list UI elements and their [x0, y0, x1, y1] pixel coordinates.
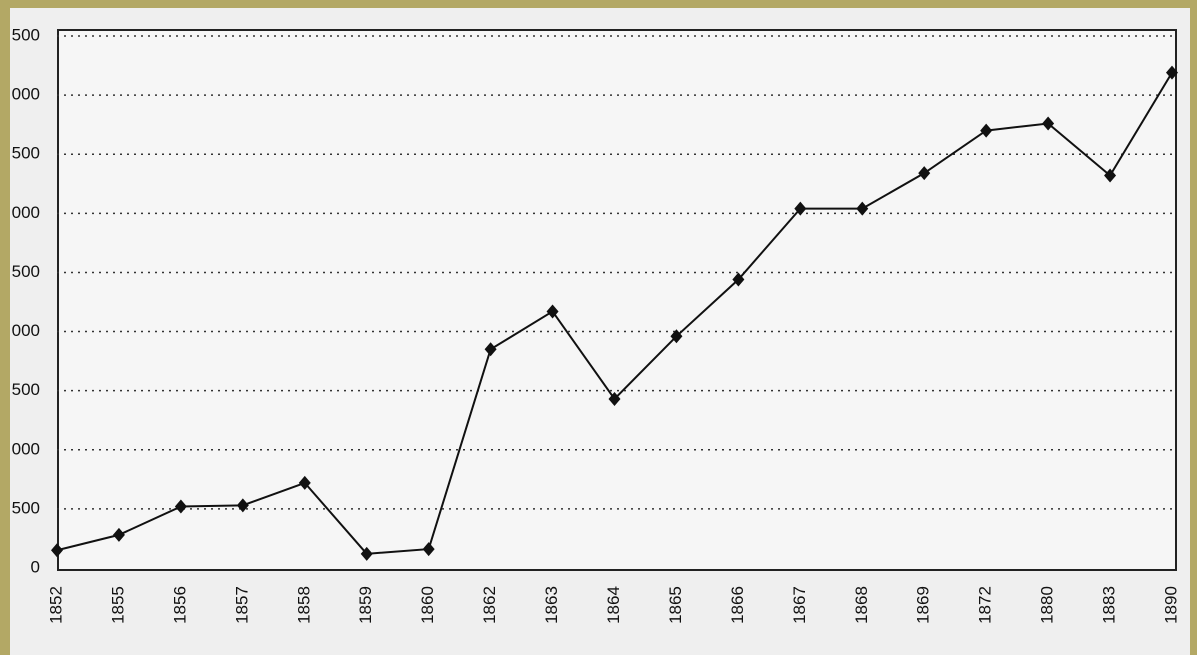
- x-tick-label: 1863: [542, 586, 561, 624]
- y-tick-label: 000: [12, 321, 40, 340]
- y-tick-label: 500: [12, 144, 40, 163]
- y-tick-label: 0: [31, 557, 40, 576]
- x-tick-label: 1862: [480, 586, 499, 624]
- x-tick-label: 1860: [418, 586, 437, 624]
- y-tick-label: 500: [12, 25, 40, 44]
- x-tick-label: 1890: [1161, 586, 1180, 624]
- x-tick-label: 1868: [852, 586, 871, 624]
- x-tick-label: 1883: [1100, 586, 1119, 624]
- x-tick-label: 1866: [728, 586, 747, 624]
- x-tick-label: 1855: [108, 586, 127, 624]
- chart: 0 500 000 500 000 500 000 500 000 500 1852 1855 1856…: [0, 0, 1197, 655]
- x-tick-label: 1856: [170, 586, 189, 624]
- x-tick-label: 1858: [294, 586, 313, 624]
- x-tick-label: 1869: [914, 586, 933, 624]
- y-tick-label: 500: [12, 380, 40, 399]
- x-tick-label: 1867: [790, 586, 809, 624]
- y-tick-label: 000: [12, 85, 40, 104]
- x-tick-label: 1865: [666, 586, 685, 624]
- x-tick-label: 1872: [976, 586, 995, 624]
- y-tick-label: 500: [12, 498, 40, 517]
- y-tick-label: 000: [12, 439, 40, 458]
- y-tick-label: 000: [12, 203, 40, 222]
- x-tick-label: 1857: [232, 586, 251, 624]
- x-tick-label: 1880: [1038, 586, 1057, 624]
- plot-area: [58, 30, 1176, 570]
- y-tick-label: 500: [12, 262, 40, 281]
- x-tick-label: 1864: [604, 586, 623, 624]
- x-tick-label: 1859: [356, 586, 375, 624]
- x-tick-label: 1852: [46, 586, 65, 624]
